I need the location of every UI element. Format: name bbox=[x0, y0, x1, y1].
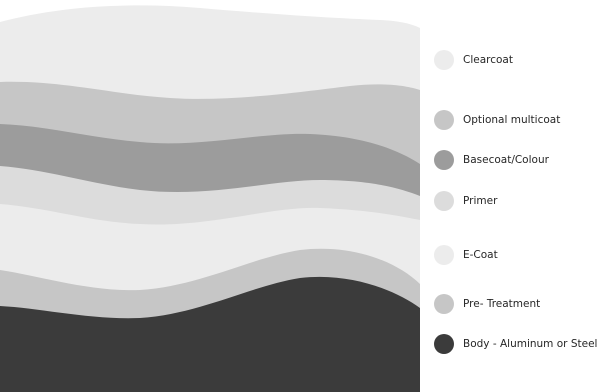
legend-label-primer: Primer bbox=[463, 195, 498, 207]
layer-body-band bbox=[0, 276, 420, 392]
pre-treatment-swatch-icon bbox=[434, 294, 454, 314]
clearcoat-swatch-icon bbox=[434, 50, 454, 70]
optional-multicoat-swatch-icon bbox=[434, 110, 454, 130]
ecoat-swatch-icon bbox=[434, 245, 454, 265]
legend-item-optional-multicoat: Optional multicoat bbox=[434, 110, 560, 130]
legend-item-pre-treatment: Pre- Treatment bbox=[434, 294, 540, 314]
legend-item-primer: Primer bbox=[434, 191, 497, 211]
body-swatch-icon bbox=[434, 334, 454, 354]
legend-item-clearcoat: Clearcoat bbox=[434, 50, 513, 70]
legend-label-ecoat: E-Coat bbox=[463, 249, 498, 261]
legend-item-ecoat: E-Coat bbox=[434, 245, 498, 265]
legend-label-body: Body - Aluminum or Steel bbox=[463, 338, 598, 350]
basecoat-swatch-icon bbox=[434, 150, 454, 170]
coating-layers-diagram bbox=[0, 5, 420, 392]
legend-item-basecoat: Basecoat/Colour bbox=[434, 150, 549, 170]
legend-label-pre-treatment: Pre- Treatment bbox=[463, 298, 541, 310]
legend-label-optional-multicoat: Optional multicoat bbox=[463, 114, 561, 126]
legend-label-clearcoat: Clearcoat bbox=[463, 54, 513, 66]
legend-item-body: Body - Aluminum or Steel bbox=[434, 334, 597, 354]
legend-label-basecoat: Basecoat/Colour bbox=[463, 154, 549, 166]
primer-swatch-icon bbox=[434, 191, 454, 211]
